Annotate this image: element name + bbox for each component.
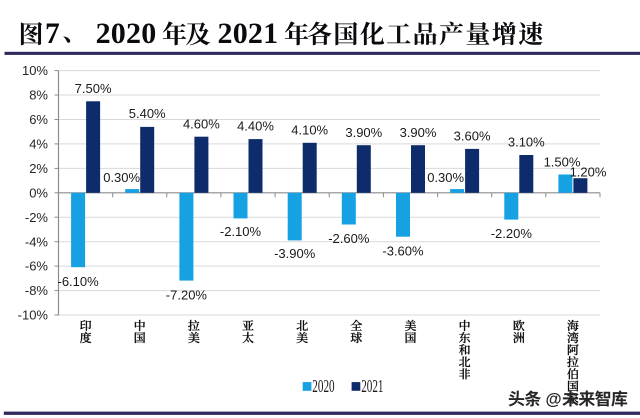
- svg-text:7.50%: 7.50%: [75, 81, 112, 96]
- svg-text:-6.10%: -6.10%: [57, 274, 99, 289]
- svg-text:5.40%: 5.40%: [129, 106, 166, 121]
- svg-text:2%: 2%: [29, 161, 48, 176]
- svg-text:-7.20%: -7.20%: [166, 288, 208, 303]
- svg-text:2020: 2020: [96, 17, 157, 50]
- svg-text:0.30%: 0.30%: [427, 170, 464, 185]
- svg-text:4.10%: 4.10%: [291, 122, 328, 137]
- svg-text:10%: 10%: [22, 63, 48, 78]
- svg-text:2021: 2021: [218, 17, 279, 50]
- svg-text:1.50%: 1.50%: [544, 154, 581, 169]
- svg-text:3.90%: 3.90%: [400, 125, 437, 140]
- svg-text:2020: 2020: [312, 378, 334, 397]
- svg-text:@: @: [546, 391, 562, 409]
- svg-text:-10%: -10%: [18, 308, 49, 323]
- svg-text:4%: 4%: [29, 137, 48, 152]
- svg-text:-2%: -2%: [25, 210, 49, 225]
- svg-text:-6%: -6%: [25, 259, 49, 274]
- svg-text:4.40%: 4.40%: [237, 119, 274, 134]
- svg-text:3.90%: 3.90%: [345, 125, 382, 140]
- svg-text:-2.10%: -2.10%: [220, 224, 262, 239]
- svg-text:3.10%: 3.10%: [508, 135, 545, 150]
- svg-text:4.60%: 4.60%: [183, 116, 220, 131]
- svg-text:8%: 8%: [29, 88, 48, 103]
- svg-text:6%: 6%: [29, 112, 48, 127]
- svg-text:-4%: -4%: [25, 234, 49, 249]
- svg-text:-2.20%: -2.20%: [491, 226, 533, 241]
- svg-text:0.30%: 0.30%: [103, 170, 140, 185]
- svg-text:-2.60%: -2.60%: [328, 231, 370, 246]
- svg-text:3.60%: 3.60%: [454, 129, 491, 144]
- svg-text:1.20%: 1.20%: [570, 164, 607, 179]
- svg-text:2021: 2021: [361, 378, 383, 397]
- svg-text:-3.90%: -3.90%: [274, 246, 316, 261]
- svg-text:-3.60%: -3.60%: [382, 243, 424, 258]
- svg-text:7: 7: [45, 18, 60, 50]
- svg-text:-8%: -8%: [25, 283, 49, 298]
- svg-text:0%: 0%: [29, 185, 48, 200]
